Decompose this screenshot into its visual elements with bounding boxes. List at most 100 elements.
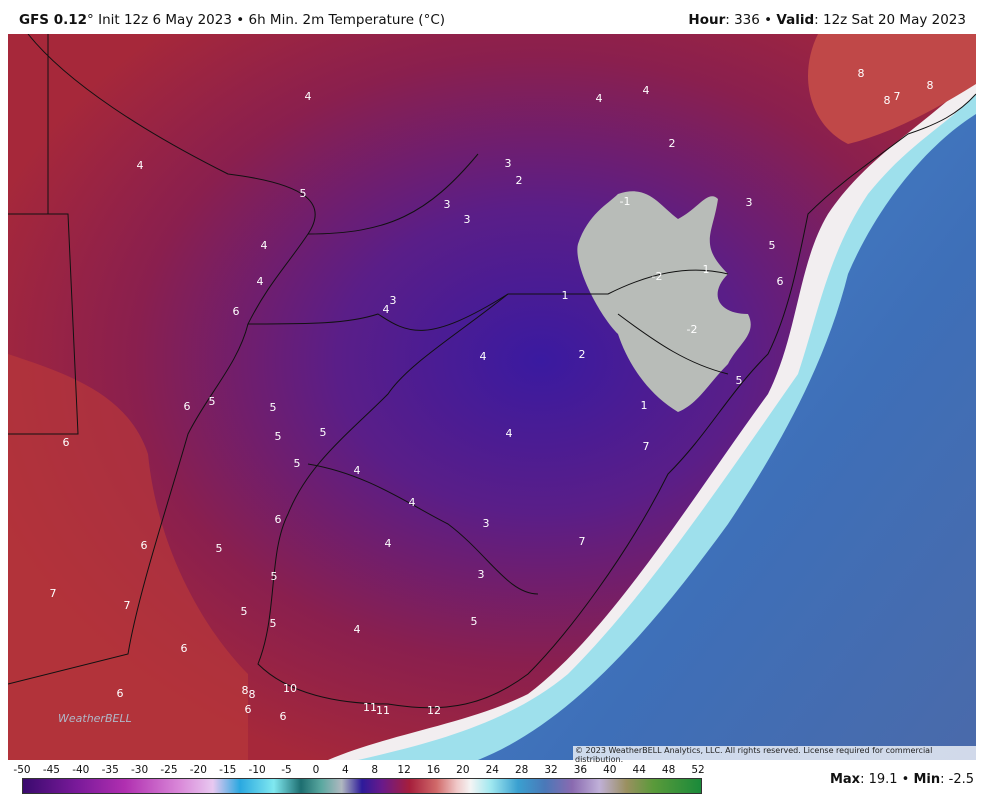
cold-area	[577, 191, 751, 412]
max-value: : 19.1 •	[860, 772, 914, 787]
description: ° Init 12z 6 May 2023 • 6h Min. 2m Tempe…	[87, 12, 446, 28]
map-label: 4	[261, 239, 268, 252]
map-label: 5	[320, 426, 327, 439]
map-label: 7	[579, 535, 586, 548]
map-label: 4	[506, 427, 513, 440]
map-label: 3	[746, 196, 753, 209]
colorbar-tick: 8	[371, 764, 379, 776]
copyright: © 2023 WeatherBELL Analytics, LLC. All r…	[573, 746, 984, 764]
map-label: 1	[562, 289, 569, 302]
max-label: Max	[829, 772, 861, 787]
colorbar-tick: 32	[544, 764, 558, 776]
colorbar-ticks: -50 -45 -40 -35 -30 -25 -20 -15 -10 -5 0 4 8 12 16 20 24…	[0, 764, 984, 778]
warm-west	[8, 354, 248, 760]
map-label: 6	[280, 710, 287, 723]
colorbar-tick: -45	[42, 764, 60, 776]
map-label: 3	[464, 213, 471, 226]
map-label: 2	[579, 348, 586, 361]
map-label: 5	[769, 239, 776, 252]
map-label: 4	[385, 537, 392, 550]
map-label: 5	[270, 617, 277, 630]
map-label: 6	[117, 687, 124, 700]
map-label: 6	[777, 275, 784, 288]
map-label: 4	[383, 303, 390, 316]
valid-value: : 12z Sat 20 May 2023	[814, 12, 966, 28]
colorbar-tick: 4	[341, 764, 349, 776]
map-label: 5	[209, 395, 216, 408]
colorbar-tick: -35	[101, 764, 119, 776]
map-label: 3	[483, 517, 490, 530]
max-min: Max: 19.1 • Min: -2.5	[830, 772, 974, 787]
map-label: 10	[283, 682, 297, 695]
ocean	[478, 114, 976, 760]
map-label: 2	[516, 174, 523, 187]
colorbar-tick: 20	[456, 764, 470, 776]
map-label: 1	[641, 399, 648, 412]
map-label: 3	[444, 198, 451, 211]
colorbar-tick: -20	[189, 764, 207, 776]
map-label: -2	[652, 270, 663, 283]
colorbar-tick: 24	[485, 764, 499, 776]
colorbar-tick: 44	[632, 764, 646, 776]
map-label: 4	[305, 90, 312, 103]
colorbar-tick: 48	[661, 764, 676, 776]
hour-label: Hour	[688, 12, 726, 28]
map-label: 1	[703, 263, 710, 276]
colorbar-tick: 12	[397, 764, 411, 776]
map-label: 6	[184, 400, 191, 413]
colorbar-tick: -50	[13, 764, 31, 776]
model: GFS 0.12	[19, 12, 88, 28]
min-value: : -2.5	[940, 772, 974, 787]
colorbar	[22, 778, 702, 794]
colorbar-tick: 36	[573, 764, 588, 776]
map-label: 6	[245, 703, 252, 716]
colorbar-tick: 0	[312, 764, 320, 776]
colorbar-tick: -30	[130, 764, 149, 776]
map-label: 5	[294, 457, 301, 470]
map-label: 5	[736, 374, 743, 387]
map-label: 5	[275, 430, 282, 443]
borders	[8, 34, 976, 709]
colorbar-tick: 40	[603, 764, 617, 776]
min-label: Min	[913, 772, 941, 787]
map-label: 7	[643, 440, 650, 453]
map-label: 5	[270, 401, 277, 414]
map-label: 5	[271, 570, 278, 583]
map-label: 5	[300, 187, 307, 200]
warm-ne	[808, 34, 976, 144]
map-label: 5	[241, 605, 248, 618]
map-label: 11	[363, 701, 377, 714]
map-label: 5	[216, 542, 223, 555]
map-label: 4	[643, 84, 650, 97]
valid-label: Valid	[776, 12, 815, 28]
map-label: 4	[257, 275, 264, 288]
map-label: 5	[471, 615, 478, 628]
colorbar-tick: -25	[160, 764, 178, 776]
map-label: 8	[858, 67, 865, 80]
map-label: 7	[124, 599, 131, 612]
colorbar-tick: 28	[514, 764, 529, 776]
colorbar-tick: -40	[72, 764, 90, 776]
map-label: 4	[354, 464, 361, 477]
map-label: 6	[275, 513, 282, 526]
watermark: WeatherBELL	[58, 712, 132, 725]
map-label: 3	[478, 568, 485, 581]
map-label: 8	[249, 688, 256, 701]
map-label: 2	[669, 137, 676, 150]
colorbar-tick: -10	[248, 764, 266, 776]
map-label: 4	[596, 92, 603, 105]
map-label: 11	[376, 704, 390, 717]
map-label: 6	[181, 642, 188, 655]
map-label: 4	[409, 496, 416, 509]
colorbar-tick: 52	[691, 764, 705, 776]
map-label: 4	[354, 623, 361, 636]
colorbar-tick: 16	[426, 764, 441, 776]
map-label: 7	[50, 587, 57, 600]
map-label: -1	[620, 195, 631, 208]
map-label: 6	[233, 305, 240, 318]
hour-value: : 336 •	[725, 12, 777, 28]
map-label: 7	[894, 90, 901, 103]
